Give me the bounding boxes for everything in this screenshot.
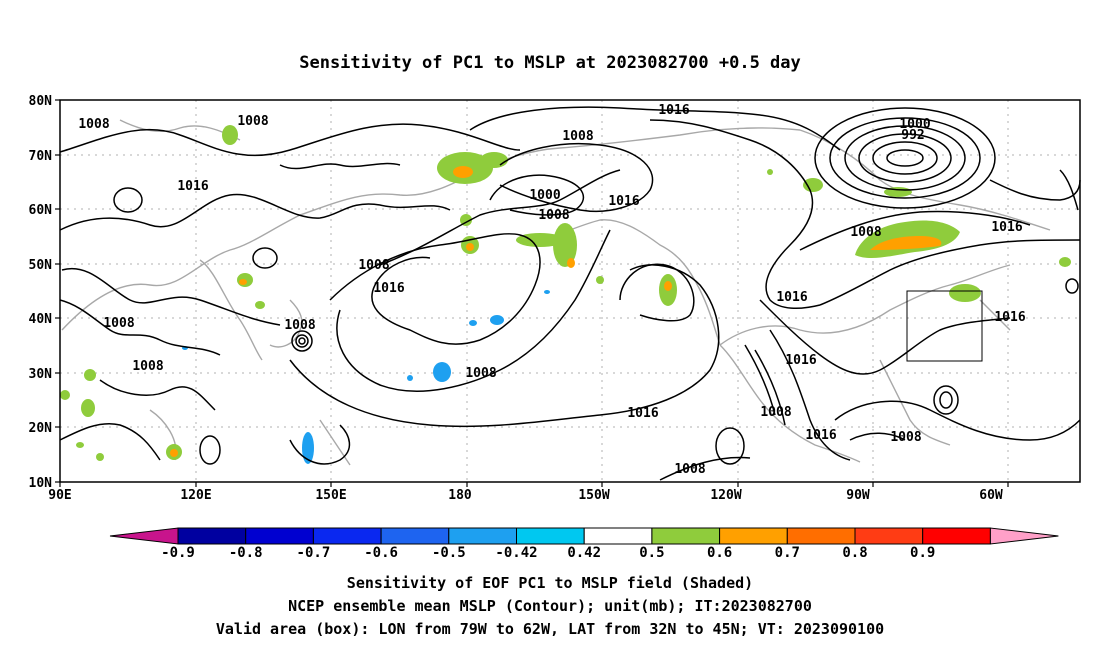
lat-tick-label: 50N <box>29 258 53 273</box>
contour-label: 1016 <box>608 194 639 209</box>
contour-label: 1008 <box>103 316 134 331</box>
colorbar-segment <box>312 527 382 545</box>
colorbar-segment <box>245 527 314 545</box>
colorbar-tick-label: -0.9 <box>161 545 195 561</box>
colorbar-tick-label: 0.8 <box>842 545 867 561</box>
contour-label: 1008 <box>132 359 163 374</box>
colorbar-segment <box>719 527 788 545</box>
lon-tick-label: 120E <box>180 488 211 503</box>
colorbar-segment <box>516 527 585 545</box>
colorbar-segment <box>380 527 450 545</box>
map-panel: 1008 1008 1016 1008 1016 1008 1008 1008 … <box>59 99 1081 483</box>
colorbar-segment <box>922 527 991 545</box>
colorbar: -0.9 -0.8 -0.7 -0.6 -0.5 -0.42 0.42 0.5 0.6 0.7 0.… <box>109 527 1059 561</box>
lon-tick-label: 60W <box>979 488 1003 503</box>
contour-label: 1008 <box>538 208 569 223</box>
map-frame <box>59 99 1081 483</box>
contour-label: 1016 <box>805 428 836 443</box>
colorbar-tick-label: -0.7 <box>297 545 331 561</box>
colorbar-tick-label: 0.42 <box>567 545 601 561</box>
contour-label: 1016 <box>373 281 404 296</box>
contour-label: 1008 <box>850 225 881 240</box>
colorbar-tick-label: 0.7 <box>775 545 800 561</box>
colorbar-tick-label: 0.5 <box>639 545 664 561</box>
contour-label: 1000 <box>529 188 560 203</box>
contour-label: 1008 <box>284 318 315 333</box>
contour-label: 1008 <box>674 462 705 477</box>
sensitivity-shading <box>60 125 1071 464</box>
colorbar-low-triangle <box>109 527 179 545</box>
lon-tick-label: 120W <box>710 488 741 503</box>
caption-line-2: NCEP ensemble mean MSLP (Contour); unit(… <box>288 597 812 615</box>
valid-area-box <box>906 290 983 362</box>
contour-labels: 1008 1008 1016 1008 1016 1008 1008 1008 … <box>78 103 1025 477</box>
contour-label: 1016 <box>658 103 689 118</box>
contour-label: 1008 <box>465 366 496 381</box>
gridlines <box>60 100 1080 482</box>
lat-tick-label: 70N <box>29 149 53 164</box>
colorbar-tick-label: 0.9 <box>910 545 935 561</box>
colorbar-tick-label: -0.42 <box>495 545 537 561</box>
caption-line-3: Valid area (box): LON from 79W to 62W, L… <box>216 620 884 638</box>
chart-title: Sensitivity of PC1 to MSLP at 2023082700… <box>299 53 801 73</box>
colorbar-high-triangle <box>989 527 1059 545</box>
contour-label: 1008 <box>358 258 389 273</box>
lon-tick-label: 150E <box>315 488 346 503</box>
contour-label: 992 <box>901 128 924 143</box>
lon-tick-label: 90W <box>846 488 870 503</box>
latitude-axis: 80N 70N 60N 50N 40N 30N 20N 10N <box>29 94 60 491</box>
mslp-contours <box>59 106 1081 481</box>
coastlines <box>61 119 1051 466</box>
lat-tick-label: 80N <box>29 94 53 109</box>
contour-label: 1008 <box>237 114 268 129</box>
contour-label: 1016 <box>994 310 1025 325</box>
colorbar-tick-label: -0.8 <box>229 545 263 561</box>
lon-tick-label: 180 <box>448 488 472 503</box>
colorbar-segment <box>583 527 653 545</box>
lon-tick-label: 150W <box>578 488 609 503</box>
contour-label: 1016 <box>785 353 816 368</box>
colorbar-tick-label: -0.6 <box>364 545 398 561</box>
caption-line-1: Sensitivity of EOF PC1 to MSLP field (Sh… <box>347 574 753 592</box>
lat-tick-label: 20N <box>29 421 53 436</box>
lon-tick-label: 90E <box>48 488 71 503</box>
lat-tick-label: 40N <box>29 312 53 327</box>
colorbar-segment <box>651 527 721 545</box>
colorbar-segment <box>448 527 517 545</box>
contour-label: 1008 <box>78 117 109 132</box>
colorbar-segment <box>177 527 247 545</box>
colorbar-tick-label: -0.5 <box>432 545 466 561</box>
colorbar-segment <box>786 527 856 545</box>
colorbar-segment <box>854 527 924 545</box>
lat-tick-label: 10N <box>29 476 53 491</box>
contour-label: 1008 <box>890 430 921 445</box>
contour-label: 1008 <box>562 129 593 144</box>
lat-tick-label: 30N <box>29 367 53 382</box>
contour-label: 1000 <box>899 117 930 132</box>
contour-label: 1008 <box>760 405 791 420</box>
contour-label: 1016 <box>177 179 208 194</box>
colorbar-tick-label: 0.6 <box>707 545 732 561</box>
lat-tick-label: 60N <box>29 203 53 218</box>
contour-label: 1016 <box>991 220 1022 235</box>
longitude-axis: 90E 120E 150E 180 150W 120W 90W 60W <box>48 482 1009 503</box>
contour-label: 1016 <box>627 406 658 421</box>
contour-label: 1016 <box>776 290 807 305</box>
